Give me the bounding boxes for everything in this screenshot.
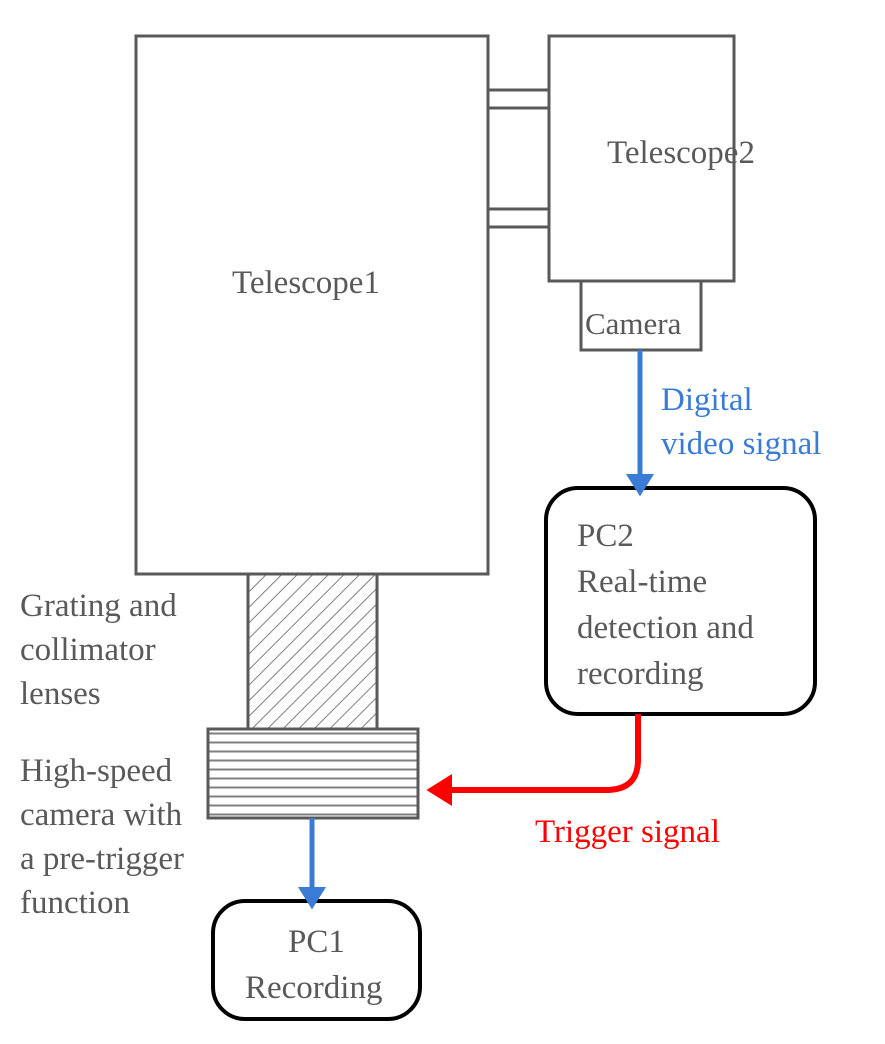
pc2-text-line-3: recording [577,656,703,694]
telescope2-label: Telescope2 [607,135,755,173]
diagram-canvas: Telescope1 Telescope2 Camera Grating and co… [0,0,885,1044]
grating-box [248,574,377,729]
high-speed-camera-box [208,729,418,818]
trigger-signal-arrow [436,714,638,790]
grating-label: Grating and collimator lenses [20,584,177,716]
pc1-text-line-1: Recording [245,970,382,1008]
trigger-signal-label: Trigger signal [535,814,720,852]
pc2-text-line-0: PC2 [577,518,634,556]
connector-bottom-box [488,209,549,227]
digital-video-signal-label: Digital video signal [661,378,821,466]
telescope1-label: Telescope1 [232,265,380,303]
pc1-text-line-0: PC1 [288,924,345,962]
pc2-text-line-2: detection and [577,610,754,648]
pc2-text-line-1: Real-time [577,564,707,602]
camera-label: Camera [585,306,681,342]
telescope1-box [136,36,488,574]
connector-top-box [488,90,549,108]
high-speed-camera-label: High-speed camera with a pre-trigger fun… [20,749,184,925]
